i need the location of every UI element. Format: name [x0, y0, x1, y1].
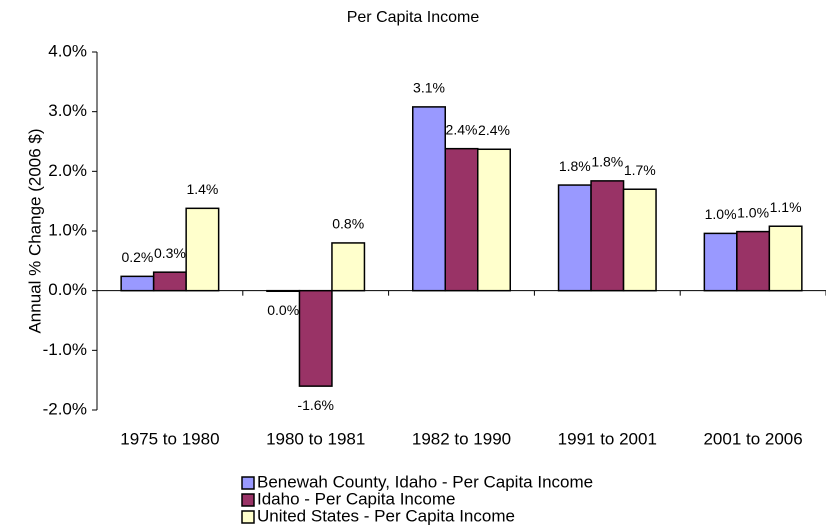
x-tick-label: 1991 to 2001 [558, 429, 657, 448]
bar [331, 242, 366, 292]
bar [622, 188, 657, 292]
data-label: 1.7% [624, 162, 656, 178]
y-tick-label: 2.0% [48, 161, 87, 180]
y-tick-label: 3.0% [48, 101, 87, 120]
legend-swatch [241, 493, 255, 507]
bar [185, 207, 220, 292]
chart-title: Per Capita Income [347, 9, 480, 26]
legend-swatch [241, 476, 255, 490]
bar [736, 230, 771, 292]
bar [590, 180, 625, 292]
data-label: 1.0% [705, 206, 737, 222]
x-tick-label: 1975 to 1980 [120, 429, 219, 448]
data-label: 2.4% [446, 121, 478, 137]
bar [703, 232, 738, 292]
x-tick-label: 2001 to 2006 [703, 429, 802, 448]
bar [412, 106, 446, 292]
y-tick-label: 4.0% [48, 41, 87, 60]
data-label: 0.8% [332, 216, 364, 232]
y-tick-label: 1.0% [48, 220, 87, 239]
legend-swatch [241, 510, 255, 524]
data-label: -1.6% [297, 397, 334, 413]
bar [444, 147, 479, 292]
data-label: 2.4% [478, 122, 510, 138]
legend-label: Benewah County, Idaho - Per Capita Incom… [257, 472, 593, 491]
data-label: 0.3% [154, 245, 186, 261]
data-label: 1.8% [591, 154, 623, 170]
data-label: 1.1% [770, 199, 802, 215]
data-label: 0.0% [267, 302, 299, 318]
data-label: 0.2% [121, 249, 153, 265]
bar [152, 271, 187, 292]
legend-label: Idaho - Per Capita Income [257, 489, 455, 508]
data-label: 1.0% [737, 204, 769, 220]
bar [768, 225, 803, 292]
data-label: 1.4% [186, 181, 218, 197]
y-axis-label: Annual % Change (2006 $) [25, 128, 44, 333]
data-label: 1.8% [559, 158, 591, 174]
bar [477, 148, 511, 292]
bar [557, 184, 592, 292]
x-tick-label: 1982 to 1990 [412, 429, 511, 448]
bar [298, 289, 333, 387]
y-tick-label: 0.0% [48, 280, 87, 299]
legend-label: United States - Per Capita Income [257, 506, 515, 525]
data-label: 3.1% [413, 80, 445, 96]
bar [120, 275, 155, 292]
y-tick-label: -2.0% [43, 399, 87, 418]
y-tick-label: -1.0% [43, 340, 87, 359]
x-tick-label: 1980 to 1981 [266, 429, 365, 448]
